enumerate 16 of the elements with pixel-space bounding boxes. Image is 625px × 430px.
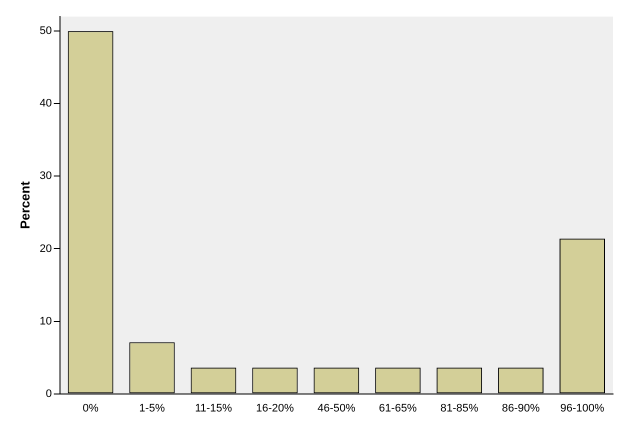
- x-tick-label: 96-100%: [560, 402, 604, 414]
- x-tick-label: 46-50%: [317, 402, 356, 414]
- y-tick-label: 10: [40, 315, 52, 328]
- x-tick-label: 0%: [82, 402, 99, 414]
- x-tick-label: 81-85%: [440, 402, 479, 414]
- x-tick-label: 61-65%: [378, 402, 418, 414]
- x-tick-label: 16-20%: [256, 402, 294, 414]
- y-tick-label: 20: [40, 242, 52, 255]
- y-axis-title: Percent: [17, 180, 32, 230]
- x-tick-label: 86-90%: [502, 402, 540, 414]
- y-tick-label: 40: [40, 98, 52, 110]
- y-tick-label: 30: [40, 170, 52, 182]
- y-tick-label: 50: [40, 25, 52, 38]
- x-tick-label: 1-5%: [139, 402, 166, 414]
- y-tick-label: 0: [46, 388, 52, 400]
- x-tick-label: 11-15%: [194, 402, 232, 414]
